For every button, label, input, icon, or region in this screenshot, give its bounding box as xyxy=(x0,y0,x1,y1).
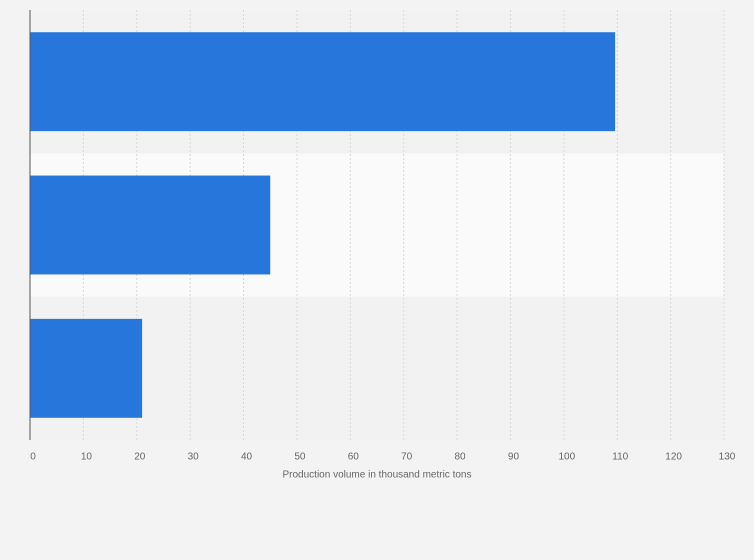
x-tick-label: 50 xyxy=(294,452,306,463)
x-tick-label: 60 xyxy=(348,452,360,463)
x-tick-label: 10 xyxy=(81,452,93,463)
x-tick-label: 30 xyxy=(188,452,200,463)
bar xyxy=(30,32,616,132)
x-tick-label: 110 xyxy=(612,452,628,463)
x-tick-label: 100 xyxy=(559,452,576,463)
x-tick-label: 130 xyxy=(719,452,736,463)
band-background xyxy=(30,296,724,440)
bar xyxy=(30,175,271,275)
x-tick-label: 40 xyxy=(241,452,253,463)
x-tick-label: 90 xyxy=(508,452,520,463)
x-tick-label: 70 xyxy=(401,452,413,463)
x-axis-title: Production volume in thousand metric ton… xyxy=(283,470,472,481)
x-tick-label: 80 xyxy=(455,452,467,463)
x-tick-label: 0 xyxy=(30,452,36,463)
x-tick-label: 20 xyxy=(134,452,146,463)
x-tick-label: 120 xyxy=(665,452,682,463)
bar xyxy=(30,318,143,418)
